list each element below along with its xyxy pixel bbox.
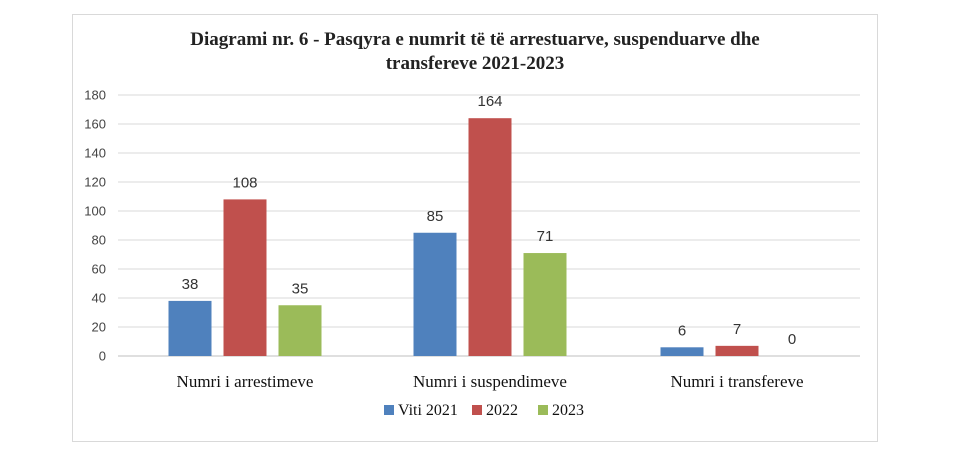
bar bbox=[223, 199, 267, 356]
legend-label: 2022 bbox=[486, 402, 518, 419]
data-label: 71 bbox=[537, 228, 554, 245]
y-tick-label: 80 bbox=[92, 233, 106, 248]
x-category-label: Numri i suspendimeve bbox=[413, 372, 567, 391]
data-label: 108 bbox=[232, 174, 257, 191]
y-tick-label: 160 bbox=[84, 117, 106, 132]
bar bbox=[660, 347, 704, 356]
bar bbox=[413, 232, 457, 356]
data-label: 85 bbox=[427, 208, 444, 225]
data-label: 0 bbox=[788, 331, 796, 348]
y-tick-label: 120 bbox=[84, 175, 106, 190]
x-category-label: Numri i arrestimeve bbox=[177, 372, 314, 391]
data-label: 35 bbox=[292, 280, 309, 297]
legend-swatch bbox=[538, 405, 548, 415]
y-tick-label: 0 bbox=[99, 349, 106, 364]
y-tick-label: 140 bbox=[84, 146, 106, 161]
bar bbox=[168, 300, 212, 356]
y-tick-label: 100 bbox=[84, 204, 106, 219]
data-label: 38 bbox=[182, 276, 199, 293]
bar bbox=[468, 118, 512, 356]
data-label: 7 bbox=[733, 321, 741, 338]
bar bbox=[278, 305, 322, 356]
x-category-label: Numri i transfereve bbox=[670, 372, 803, 391]
y-tick-label: 180 bbox=[84, 88, 106, 103]
y-tick-label: 60 bbox=[92, 262, 106, 277]
y-tick-label: 20 bbox=[92, 320, 106, 335]
legend-swatch bbox=[472, 405, 482, 415]
chart-title: Diagrami nr. 6 - Pasqyra e numrit të të … bbox=[72, 28, 878, 76]
legend-label: Viti 2021 bbox=[398, 402, 458, 419]
chart-title-line-2: transfereve 2021-2023 bbox=[385, 53, 565, 74]
legend-label: 2023 bbox=[552, 402, 584, 419]
data-label: 6 bbox=[678, 322, 686, 339]
data-label: 164 bbox=[477, 93, 502, 110]
y-tick-label: 40 bbox=[92, 291, 106, 306]
chart-title-line-1: Diagrami nr. 6 - Pasqyra e numrit të të … bbox=[190, 29, 760, 50]
legend-swatch bbox=[384, 405, 394, 415]
bar bbox=[715, 345, 759, 356]
bar bbox=[523, 253, 567, 356]
